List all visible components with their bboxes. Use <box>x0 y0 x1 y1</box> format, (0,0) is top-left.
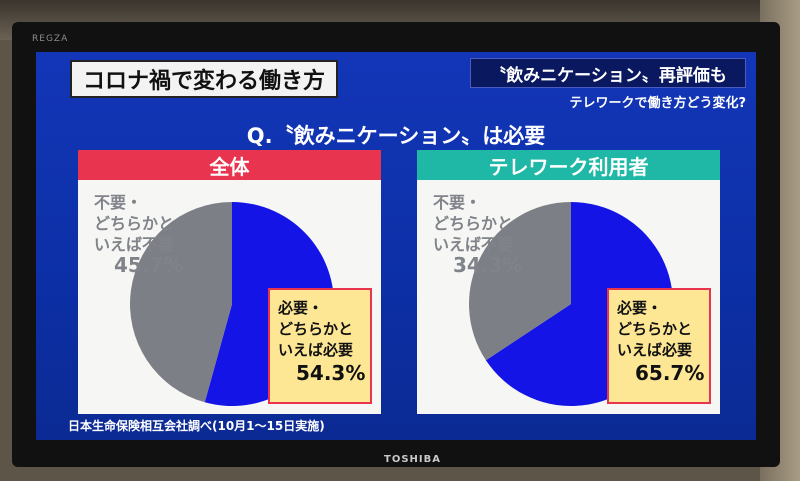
unneeded-percent-overall: 45.7% <box>114 253 184 277</box>
needed-line-1: 必要・ <box>278 299 324 317</box>
unneeded-label-overall: 不要・ どちらかと いえば不要 45.7% <box>94 192 214 276</box>
survey-question: Q.〝飲みニケーション〟は必要 <box>246 124 546 148</box>
unneeded-line-2: どちらかと <box>433 214 514 233</box>
unneeded-line-1: 不要・ <box>94 193 143 212</box>
needed-label-overall: 必要・ どちらかと いえば必要 54.3% <box>268 288 372 404</box>
tv-brand-top: REGZA <box>32 34 69 44</box>
broadcast-subtopic: テレワークで働き方どう変化? <box>569 96 746 111</box>
panel-telework-body: 不要・ どちらかと いえば不要 34.3% 必要・ どちらかと いえば必要 65… <box>417 180 720 414</box>
unneeded-line-2: どちらかと <box>94 214 175 233</box>
panel-overall: 全体 不要・ どちらかと いえば不要 45.7% 必要・ どちらかと いえば必要… <box>78 150 381 414</box>
needed-line-2: どちらかと <box>278 320 354 338</box>
panel-telework-title: テレワーク利用者 <box>417 150 720 180</box>
broadcast-title: コロナ禍で変わる働き方 <box>70 60 338 98</box>
broadcast-topic: 〝飲みニケーション〟再評価も <box>470 58 746 88</box>
needed-label-telework: 必要・ どちらかと いえば必要 65.7% <box>607 288 711 404</box>
pie-slice-unneeded <box>130 202 232 403</box>
tv-brand-bottom: TOSHIBA <box>384 454 441 465</box>
needed-line-2: どちらかと <box>617 320 693 338</box>
unneeded-line-3: いえば不要 <box>94 235 175 254</box>
needed-percent-telework: 65.7% <box>635 361 705 385</box>
needed-line-1: 必要・ <box>617 299 663 317</box>
unneeded-line-3: いえば不要 <box>433 235 514 254</box>
panel-telework: テレワーク利用者 不要・ どちらかと いえば不要 34.3% 必要・ どちらかと… <box>417 150 720 414</box>
unneeded-percent-telework: 34.3% <box>453 253 523 277</box>
panel-overall-title: 全体 <box>78 150 381 180</box>
pie-slice-unneeded <box>469 202 571 361</box>
survey-source: 日本生命保険相互会社調べ(10月1〜15日実施) <box>68 419 325 433</box>
needed-percent-overall: 54.3% <box>296 361 366 385</box>
needed-line-3: いえば必要 <box>617 341 693 359</box>
panel-overall-body: 不要・ どちらかと いえば不要 45.7% 必要・ どちらかと いえば必要 54… <box>78 180 381 414</box>
needed-line-3: いえば必要 <box>278 341 354 359</box>
tv-screen: コロナ禍で変わる働き方 〝飲みニケーション〟再評価も テレワークで働き方どう変化… <box>36 52 756 440</box>
unneeded-label-telework: 不要・ どちらかと いえば不要 34.3% <box>433 192 553 276</box>
unneeded-line-1: 不要・ <box>433 193 482 212</box>
